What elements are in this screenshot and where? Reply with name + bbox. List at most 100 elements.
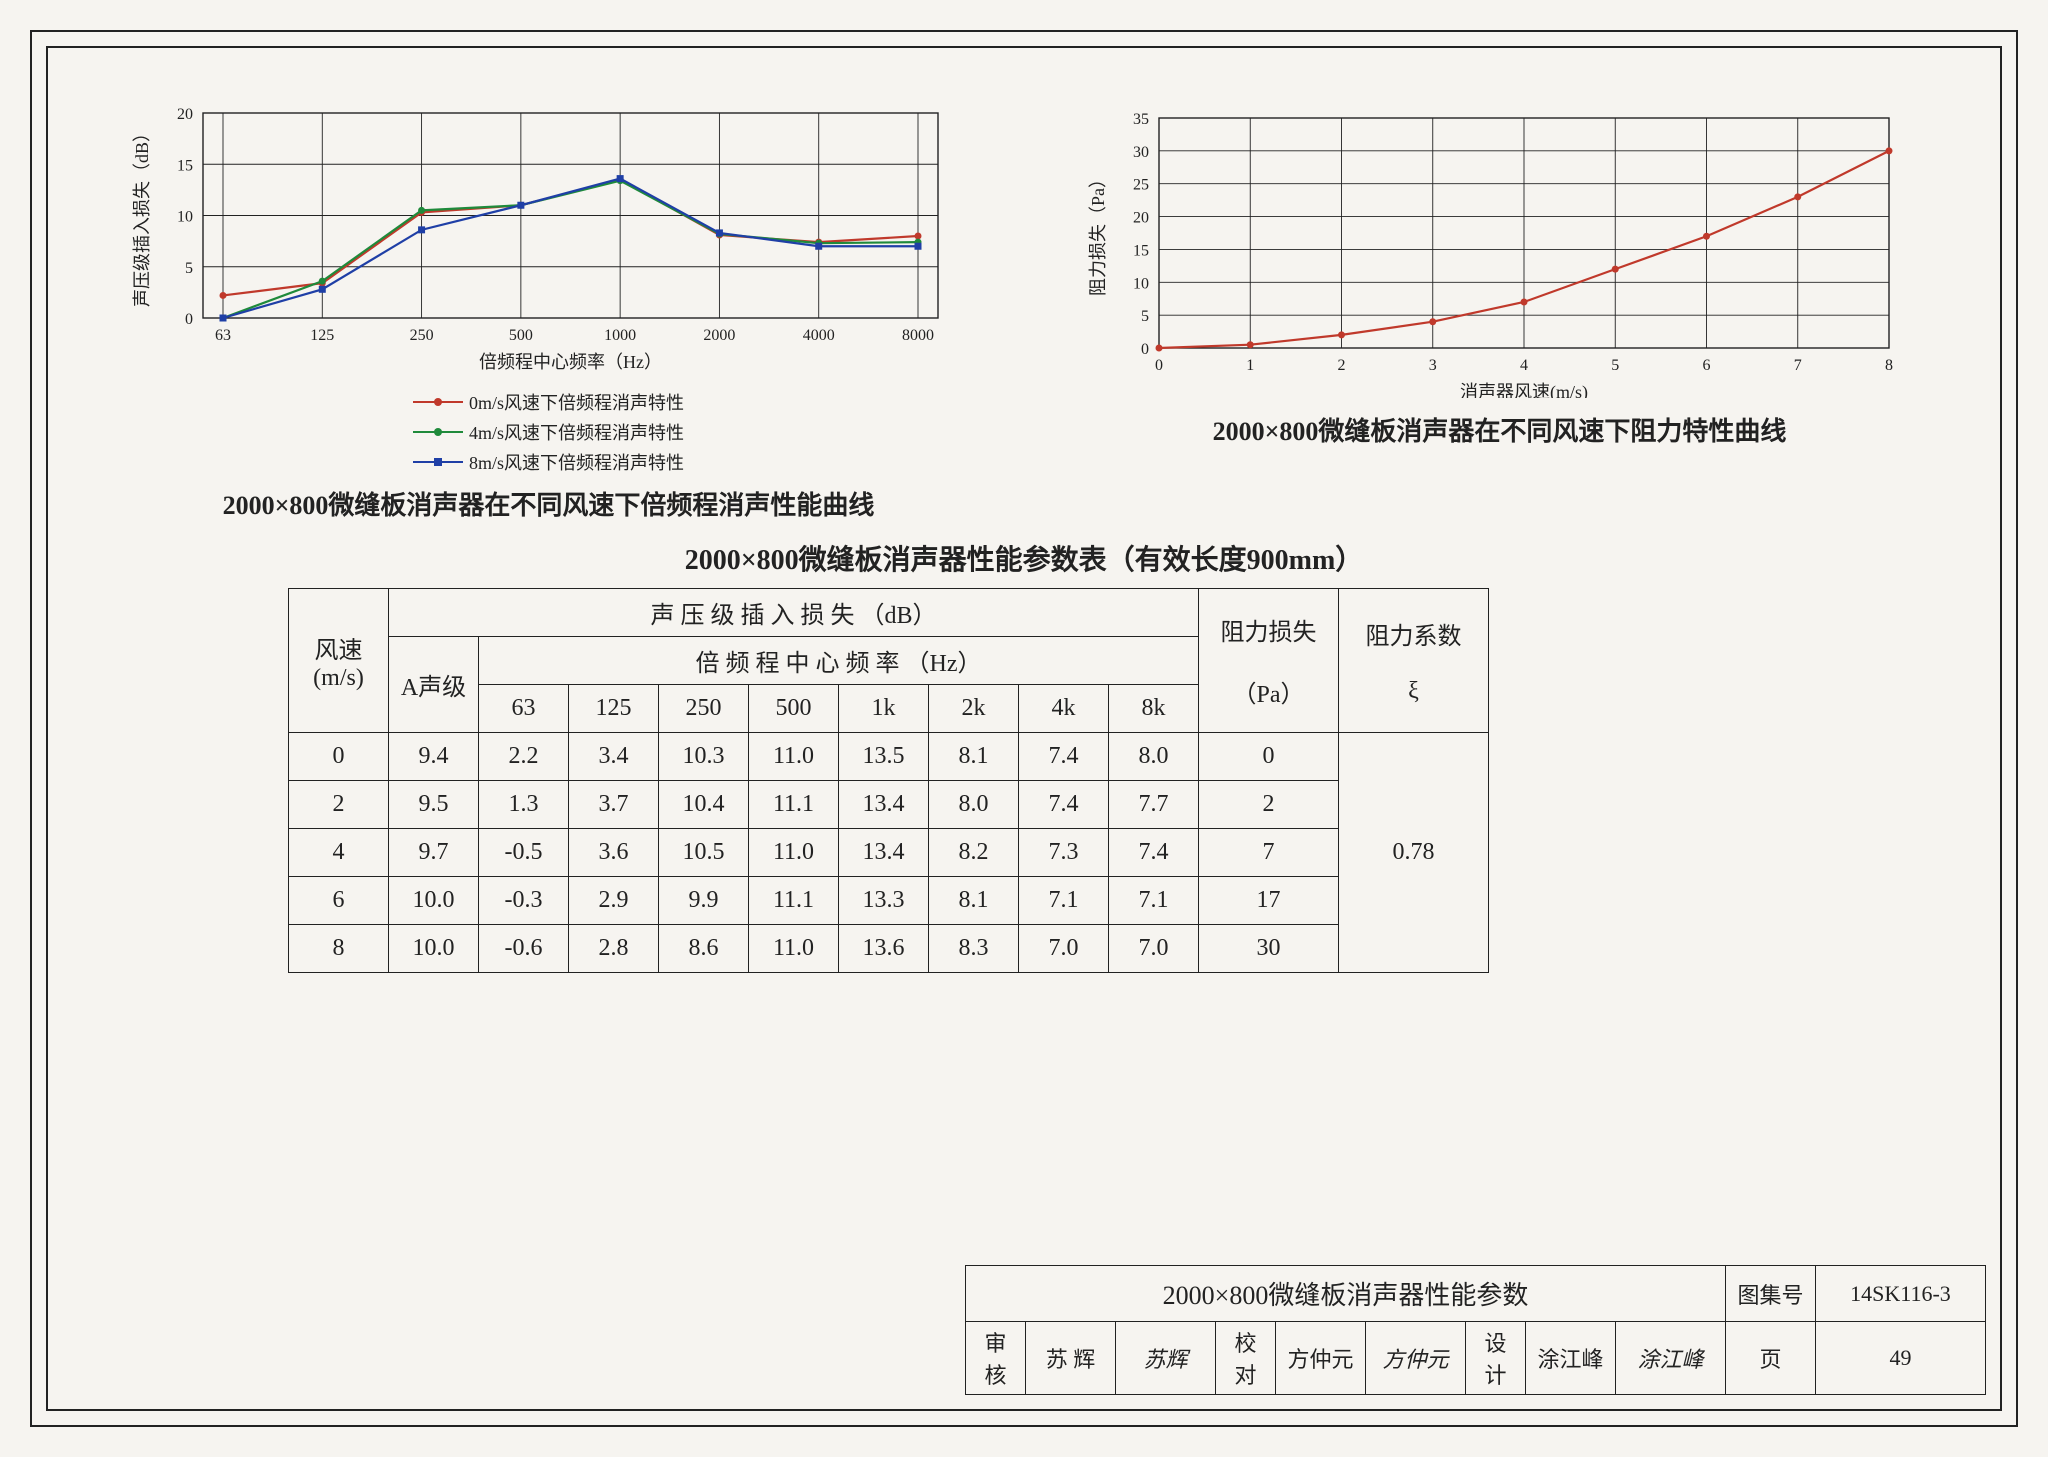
th-freq: 1k: [839, 685, 929, 733]
table-row: 09.42.23.410.311.013.58.17.48.000.78: [289, 733, 1489, 781]
legend-item: 0m/s风速下倍频程消声特性: [413, 389, 684, 415]
chart2-container: 05101520253035012345678消声器风速(m/s)阻力损失（Pa…: [1059, 98, 1940, 488]
cell-dp: 2: [1199, 781, 1339, 829]
tb-tuji-label: 图集号: [1726, 1266, 1816, 1322]
charts-row: 05101520631252505001000200040008000倍频程中心…: [108, 98, 1940, 488]
legend-label: 0m/s风速下倍频程消声特性: [469, 389, 684, 415]
cell-f: 2.2: [479, 733, 569, 781]
svg-text:4000: 4000: [803, 327, 835, 344]
cell-f: -0.3: [479, 877, 569, 925]
svg-text:2000: 2000: [703, 327, 735, 344]
cell-f: 11.1: [749, 877, 839, 925]
cell-f: 1.3: [479, 781, 569, 829]
legend-item: 8m/s风速下倍频程消声特性: [413, 449, 684, 475]
th-wind: 风速(m/s): [289, 589, 389, 733]
svg-text:倍频程中心频率（Hz）: 倍频程中心频率（Hz）: [479, 352, 662, 372]
tb-jiaodui-sig: 方仲元: [1366, 1322, 1466, 1395]
tb-shenhe-sig: 苏辉: [1116, 1322, 1216, 1395]
th-freq: 63: [479, 685, 569, 733]
th-freq: 4k: [1019, 685, 1109, 733]
cell-f: 7.3: [1019, 829, 1109, 877]
svg-text:0: 0: [185, 311, 193, 328]
tb-jiaodui-name: 方仲元: [1276, 1322, 1366, 1395]
tb-shenhe-name: 苏 辉: [1026, 1322, 1116, 1395]
table-title: 2000×800微缝板消声器性能参数表（有效长度900mm）: [48, 538, 2000, 578]
cell-f: 8.2: [929, 829, 1019, 877]
chart1-svg: 05101520631252505001000200040008000倍频程中心…: [108, 98, 968, 378]
svg-text:35: 35: [1133, 111, 1149, 128]
tb-sheji-sig: 涂江峰: [1616, 1322, 1726, 1395]
svg-text:10: 10: [1133, 275, 1149, 292]
th-spl: 声 压 级 插 入 损 失 （dB）: [389, 589, 1199, 637]
svg-text:消声器风速(m/s): 消声器风速(m/s): [1460, 382, 1588, 398]
chart1-title: 2000×800微缝板消声器在不同风速下倍频程消声性能曲线: [108, 485, 989, 522]
cell-f: -0.5: [479, 829, 569, 877]
chart2-svg: 05101520253035012345678消声器风速(m/s)阻力损失（Pa…: [1059, 98, 1919, 398]
table-row: 29.51.33.710.411.113.48.07.47.72: [289, 781, 1489, 829]
tb-sheji: 设计: [1466, 1322, 1526, 1395]
cell-f: 10.4: [659, 781, 749, 829]
tb-shenhe: 审核: [966, 1322, 1026, 1395]
cell-dp: 0: [1199, 733, 1339, 781]
cell-f: 7.4: [1109, 829, 1199, 877]
cell-f: 8.0: [1109, 733, 1199, 781]
cell-f: 8.3: [929, 925, 1019, 973]
th-freq: 8k: [1109, 685, 1199, 733]
cell-f: 11.0: [749, 733, 839, 781]
table-row: 49.7-0.53.610.511.013.48.27.37.47: [289, 829, 1489, 877]
cell-f: 8.1: [929, 733, 1019, 781]
chart2-title: 2000×800微缝板消声器在不同风速下阻力特性曲线: [1059, 411, 1940, 448]
cell-f: 11.1: [749, 781, 839, 829]
cell-f: 13.4: [839, 829, 929, 877]
tb-jiaodui: 校对: [1216, 1322, 1276, 1395]
svg-text:15: 15: [177, 157, 193, 174]
cell-a: 9.7: [389, 829, 479, 877]
svg-text:1: 1: [1246, 357, 1254, 374]
svg-text:5: 5: [1611, 357, 1619, 374]
svg-text:7: 7: [1794, 357, 1802, 374]
tb-tuji-val: 14SK116-3: [1816, 1266, 1986, 1322]
cell-f: 7.1: [1109, 877, 1199, 925]
svg-text:8000: 8000: [902, 327, 934, 344]
cell-f: 3.6: [569, 829, 659, 877]
svg-text:6: 6: [1703, 357, 1711, 374]
svg-text:63: 63: [215, 327, 231, 344]
cell-ws: 6: [289, 877, 389, 925]
th-freq: 500: [749, 685, 839, 733]
cell-f: 11.0: [749, 925, 839, 973]
cell-f: 8.6: [659, 925, 749, 973]
legend-label: 4m/s风速下倍频程消声特性: [469, 419, 684, 445]
cell-f: 2.8: [569, 925, 659, 973]
table-row: 610.0-0.32.99.911.113.38.17.17.117: [289, 877, 1489, 925]
th-xi: 阻力系数ξ: [1339, 589, 1489, 733]
cell-f: 10.3: [659, 733, 749, 781]
cell-ws: 0: [289, 733, 389, 781]
svg-text:2: 2: [1338, 357, 1346, 374]
svg-text:5: 5: [1141, 308, 1149, 325]
cell-f: 7.4: [1019, 781, 1109, 829]
svg-text:1000: 1000: [604, 327, 636, 344]
cell-f: 11.0: [749, 829, 839, 877]
cell-dp: 17: [1199, 877, 1339, 925]
outer-frame: 05101520631252505001000200040008000倍频程中心…: [30, 30, 2018, 1427]
cell-a: 9.4: [389, 733, 479, 781]
legend-label: 8m/s风速下倍频程消声特性: [469, 449, 684, 475]
svg-text:20: 20: [1133, 210, 1149, 227]
cell-f: -0.6: [479, 925, 569, 973]
svg-text:250: 250: [410, 327, 434, 344]
cell-xi: 0.78: [1339, 733, 1489, 973]
svg-text:10: 10: [177, 209, 193, 226]
cell-f: 2.9: [569, 877, 659, 925]
cell-f: 7.4: [1019, 733, 1109, 781]
tb-main: 2000×800微缝板消声器性能参数: [966, 1266, 1726, 1322]
tb-sheji-name: 涂江峰: [1526, 1322, 1616, 1395]
th-a: A声级: [389, 637, 479, 733]
cell-f: 3.7: [569, 781, 659, 829]
cell-a: 10.0: [389, 925, 479, 973]
th-oct: 倍 频 程 中 心 频 率 （Hz）: [479, 637, 1199, 685]
cell-a: 9.5: [389, 781, 479, 829]
titleblock: 2000×800微缝板消声器性能参数 图集号 14SK116-3 审核 苏 辉 …: [965, 1265, 1986, 1395]
svg-text:4: 4: [1520, 357, 1528, 374]
cell-f: 8.0: [929, 781, 1019, 829]
svg-text:30: 30: [1133, 144, 1149, 161]
